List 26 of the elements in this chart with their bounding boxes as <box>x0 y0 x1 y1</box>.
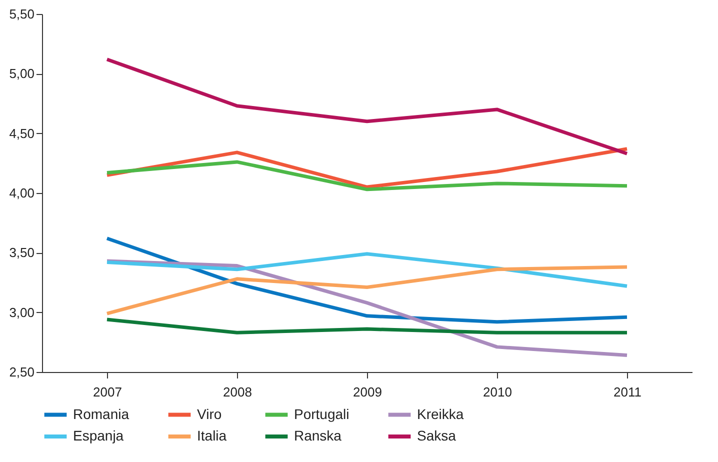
line-series <box>105 58 629 156</box>
legend-label: Portugali <box>294 406 350 422</box>
line-series <box>105 265 629 316</box>
legend-label: Kreikka <box>417 406 464 422</box>
y-tick-label: 4,00 <box>9 186 34 200</box>
x-tick-label: 2009 <box>353 384 382 400</box>
y-tick-label: 5,00 <box>9 66 34 82</box>
x-tick-label: 2007 <box>93 384 122 400</box>
line-series <box>105 236 629 324</box>
y-tick-label: 3,00 <box>9 304 34 320</box>
legend-label: Italia <box>197 428 227 444</box>
legend-label: Ranska <box>294 428 342 444</box>
legend-label: Viro <box>197 406 222 422</box>
x-tick-label: 2011 <box>614 384 642 400</box>
legend-label: Romania <box>73 406 130 422</box>
legend-label: Espanja <box>73 428 124 444</box>
x-tick-label: 2008 <box>223 384 252 400</box>
y-tick-label: 2,50 <box>9 364 34 380</box>
line-series <box>105 252 629 288</box>
y-tick-label: 3,50 <box>9 245 34 260</box>
y-tick-label: 5,50 <box>9 6 34 22</box>
legend-label: Saksa <box>417 428 456 444</box>
line-series <box>105 160 629 192</box>
x-tick-label: 2010 <box>483 384 512 400</box>
y-tick-label: 4,50 <box>9 126 34 141</box>
line-series <box>105 147 629 189</box>
